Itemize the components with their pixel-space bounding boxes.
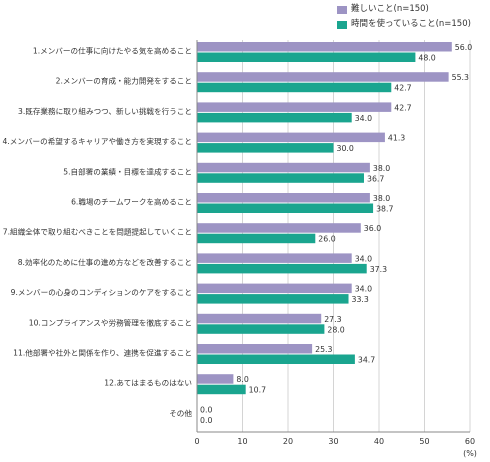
category-label: 3.既存業務に取り組みつつ、新しい挑戦を行うこと	[18, 106, 192, 116]
legend-label-time-spent: 時間を使っていること(n=150)	[351, 19, 471, 29]
x-axis: 0 10 20 30 40 50 60 (%)	[194, 40, 477, 458]
bar-difficult	[197, 313, 322, 324]
category-label: 10.コンプライアンスや労務管理を徹底すること	[29, 317, 192, 327]
legend-item-time-spent: 時間を使っていること(n=150)	[337, 17, 471, 32]
category-labels: 1.メンバーの仕事に向けたやる気を高めること 2.メンバーの育成・能力開発をするこ…	[3, 46, 193, 418]
bar-time-spent	[197, 173, 364, 183]
data-label: 55.3	[452, 73, 469, 82]
bar-difficult	[197, 132, 385, 143]
category-label: その他	[169, 408, 192, 418]
bar-time-spent	[197, 324, 325, 334]
category-label: 8.効率化のために仕事の進め方などを改善すること	[18, 257, 192, 267]
data-label: 0.0	[200, 416, 212, 425]
x-axis-unit-label: (%)	[463, 449, 477, 458]
data-label: 25.3	[315, 345, 332, 354]
data-label: 38.0	[373, 194, 390, 203]
bar-difficult	[197, 283, 352, 294]
category-label: 7.組織全体で取り組むべきことを問題提起していくこと	[3, 227, 192, 237]
data-label: 10.7	[249, 386, 266, 395]
data-label: 28.0	[327, 325, 344, 334]
x-tick-label: 40	[374, 437, 384, 446]
bar-difficult	[197, 223, 361, 233]
bar-difficult	[197, 72, 449, 82]
legend-item-difficult: 難しいこと(n=150)	[337, 2, 471, 17]
bar-time-spent	[197, 384, 246, 395]
bar-time-spent	[197, 233, 316, 244]
category-label: 9.メンバーの心身のコンディションのケアをすること	[11, 287, 192, 297]
data-label: 38.0	[373, 164, 390, 173]
x-tick-label: 20	[283, 437, 293, 446]
legend-label-difficult: 難しいこと(n=150)	[351, 4, 429, 14]
data-label: 48.0	[418, 54, 435, 63]
category-label: 2.メンバーの育成・能力開発をすること	[56, 76, 192, 86]
data-label: 0.0	[200, 405, 212, 414]
data-label: 8.0	[236, 375, 248, 384]
category-label: 5.自部署の業績・目標を達成すること	[63, 166, 192, 176]
data-label: 42.7	[394, 84, 411, 93]
bar-time-spent	[197, 203, 374, 213]
bar-time-spent	[197, 82, 392, 93]
legend-swatch-time-spent	[337, 20, 347, 29]
data-label: 41.3	[388, 134, 405, 143]
bar-difficult	[197, 42, 452, 52]
data-label: 34.0	[355, 285, 372, 294]
category-label: 12.あてはまるものはない	[104, 379, 192, 388]
x-tick-label: 30	[328, 437, 338, 446]
data-label: 37.3	[370, 265, 387, 274]
x-tick-label: 60	[465, 437, 475, 446]
category-label: 11.他部署や社外と関係を作り、連携を促進すること	[13, 348, 192, 358]
bar-time-spent	[197, 354, 355, 364]
data-label: 30.0	[337, 144, 354, 153]
bar-difficult	[197, 374, 234, 384]
category-label: 1.メンバーの仕事に向けたやる気を高めること	[33, 46, 192, 56]
bar-difficult	[197, 162, 370, 173]
bar-time-spent	[197, 52, 416, 62]
data-label: 34.0	[355, 114, 372, 123]
bar-time-spent	[197, 263, 367, 274]
legend-swatch-difficult	[337, 5, 347, 14]
data-label: 42.7	[394, 103, 411, 112]
value-labels: 56.048.055.342.742.734.041.330.038.036.7…	[200, 43, 472, 425]
data-label: 34.7	[358, 356, 375, 365]
data-label: 36.0	[364, 224, 381, 233]
x-tick-label: 0	[194, 437, 199, 446]
bar-difficult	[197, 193, 370, 203]
bars	[197, 42, 452, 395]
bar-difficult	[197, 253, 352, 263]
bar-time-spent	[197, 112, 352, 123]
data-label: 34.0	[355, 254, 372, 263]
category-label: 4.メンバーの希望するキャリアや働き方を実現すること	[3, 136, 193, 146]
bar-time-spent	[197, 143, 334, 153]
data-label: 36.7	[367, 174, 384, 183]
data-label: 33.3	[352, 295, 369, 304]
data-label: 56.0	[455, 43, 472, 52]
x-tick-label: 10	[237, 437, 247, 446]
data-label: 26.0	[318, 235, 335, 244]
bar-difficult	[197, 102, 392, 112]
data-label: 38.7	[376, 205, 393, 214]
x-tick-label: 50	[419, 437, 429, 446]
bar-difficult	[197, 344, 313, 354]
category-label: 6.職場のチームワークを高めること	[71, 197, 192, 207]
bar-time-spent	[197, 294, 349, 304]
data-label: 27.3	[324, 315, 341, 324]
legend: 難しいこと(n=150) 時間を使っていること(n=150)	[337, 2, 471, 32]
